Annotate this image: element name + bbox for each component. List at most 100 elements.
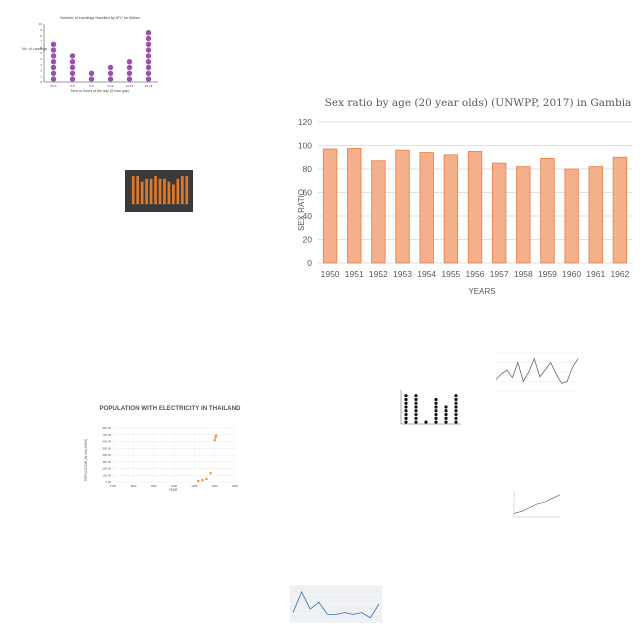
dark-chart-bar — [163, 178, 166, 204]
main-bar — [588, 166, 603, 264]
main-bar — [443, 154, 459, 264]
line-a-series — [495, 357, 579, 384]
dot-a-x-ticks: 00-5 5-6 6-9 9-12 12-15 15-18 — [50, 84, 152, 88]
dot-b-dot — [454, 412, 458, 417]
pop-chart-x-ticks: 1750 1800 1850 1900 1950 2000 2050 — [110, 484, 239, 488]
dot-a-dot — [145, 35, 152, 42]
line-c-series-line — [292, 590, 380, 619]
pop-chart-points — [197, 434, 218, 483]
dot-a-dot — [126, 70, 133, 76]
pop-x-tick-label: 1950 — [191, 484, 198, 488]
dot-a-x-tick-label: 12-15 — [126, 84, 134, 88]
main-x-tick-label: 1959 — [538, 269, 557, 279]
dot-b-dot — [454, 401, 458, 405]
main-x-tick-label: 1955 — [441, 269, 460, 279]
dark-chart-bar — [145, 178, 148, 204]
main-x-tick-label: 1954 — [417, 269, 436, 279]
pop-point — [215, 434, 218, 437]
line-c-series — [292, 590, 380, 619]
main-bar — [612, 156, 628, 264]
pop-point — [214, 436, 217, 439]
sex-ratio-bar-chart: Sex ratio by age (20 year olds) (UNWPP, … — [297, 97, 632, 296]
main-y-tick-label: 80 — [303, 164, 313, 174]
dot-a-dot — [145, 41, 152, 47]
dark-chart-bar — [131, 176, 135, 204]
pop-y-tick-label: 600.00 — [102, 440, 111, 444]
dot-a-y-tick-label: 6 — [40, 45, 42, 49]
dot-a-dot — [126, 76, 133, 82]
dot-a-y-ticks: 0 12 3 4 5 67 8 9 10 — [39, 22, 43, 84]
dot-b-dot — [434, 420, 438, 424]
pop-y-tick-label: 800.00 — [102, 426, 111, 430]
main-x-tick-label: 1961 — [586, 269, 605, 279]
line-chart-thumbnail-b — [513, 491, 561, 518]
line-chart-thumbnail-c — [290, 584, 382, 624]
main-chart-xlabel: YEARS — [468, 287, 495, 296]
dot-a-dot — [69, 59, 76, 65]
dot-a-dot — [145, 59, 152, 65]
dot-b-dot — [404, 409, 408, 413]
dot-a-y-tick-label: 7 — [40, 40, 42, 44]
pop-chart-xlabel: YEAR — [169, 488, 178, 492]
dot-a-dot — [50, 47, 57, 53]
dot-a-y-tick-label: 10 — [39, 22, 43, 26]
dot-a-dot — [50, 59, 57, 65]
dot-a-dot — [50, 64, 57, 71]
dot-b-dot — [404, 420, 408, 424]
dot-a-axes — [43, 24, 158, 83]
main-chart-y-ticks: 0 20 40 60 80 100 120 — [298, 117, 312, 268]
dark-chart-bar — [180, 176, 184, 204]
dark-chart-bar — [185, 176, 189, 204]
dot-a-xlabel: Time in hours of the day (5 hour gap) — [71, 89, 130, 93]
pop-y-tick-label: 200.00 — [102, 467, 111, 471]
dot-a-y-tick-label: 5 — [40, 51, 42, 55]
dark-chart-bar — [158, 178, 162, 204]
dot-a-y-tick-label: 3 — [40, 63, 42, 67]
main-bar — [564, 168, 579, 264]
main-bar — [516, 166, 531, 264]
dot-a-y-tick-label: 4 — [40, 57, 42, 61]
dot-b-dots — [404, 394, 458, 424]
dot-b-dot — [434, 397, 438, 402]
dot-b-dot — [454, 416, 458, 420]
dot-b-dot — [434, 412, 438, 417]
dot-a-dot — [107, 76, 114, 82]
dot-b-dot — [454, 420, 458, 424]
dot-a-dot — [69, 76, 76, 82]
main-y-tick-label: 60 — [303, 188, 313, 198]
dot-b-dot — [414, 416, 418, 420]
pop-point — [205, 477, 208, 481]
main-x-tick-label: 1958 — [514, 269, 533, 279]
main-x-tick-label: 1952 — [369, 269, 388, 279]
dot-a-dot — [50, 70, 57, 76]
pop-x-tick-label: 1750 — [110, 484, 117, 488]
main-bar — [347, 147, 362, 264]
dot-b-dot — [404, 397, 408, 402]
line-b-axes — [513, 491, 560, 518]
dot-b-dot — [444, 420, 448, 424]
dot-a-y-tick-label: 2 — [40, 69, 42, 73]
dot-a-dot — [145, 64, 152, 71]
dark-chart-bars — [131, 176, 189, 205]
line-a-series-line — [495, 357, 579, 384]
dot-a-x-tick-label: 5-6 — [70, 84, 75, 88]
main-chart-bars — [322, 147, 628, 264]
dot-b-dot — [404, 401, 408, 405]
black-dot-plot-thumbnail — [400, 390, 461, 425]
dot-a-dot — [88, 76, 95, 82]
dark-bar-chart-thumbnail — [125, 170, 193, 212]
dot-a-dot — [145, 47, 152, 53]
main-y-tick-label: 100 — [298, 141, 312, 151]
pop-chart-ylabel: POPULATION (IN MILLIONS) — [84, 439, 88, 481]
pop-y-tick-label: 400.00 — [102, 453, 111, 457]
dot-a-y-tick-label: 9 — [40, 28, 42, 32]
dot-a-dot — [145, 76, 152, 82]
dot-b-dot — [444, 412, 448, 417]
line-chart-thumbnail-a — [495, 352, 579, 392]
dark-chart-bar — [149, 178, 153, 204]
pop-y-tick-label: 100.00 — [102, 473, 111, 477]
pop-x-tick-label: 2000 — [212, 484, 219, 488]
dot-a-dot — [50, 41, 57, 47]
dot-a-x-tick-label: 15-18 — [145, 84, 153, 88]
pop-point — [209, 472, 212, 475]
